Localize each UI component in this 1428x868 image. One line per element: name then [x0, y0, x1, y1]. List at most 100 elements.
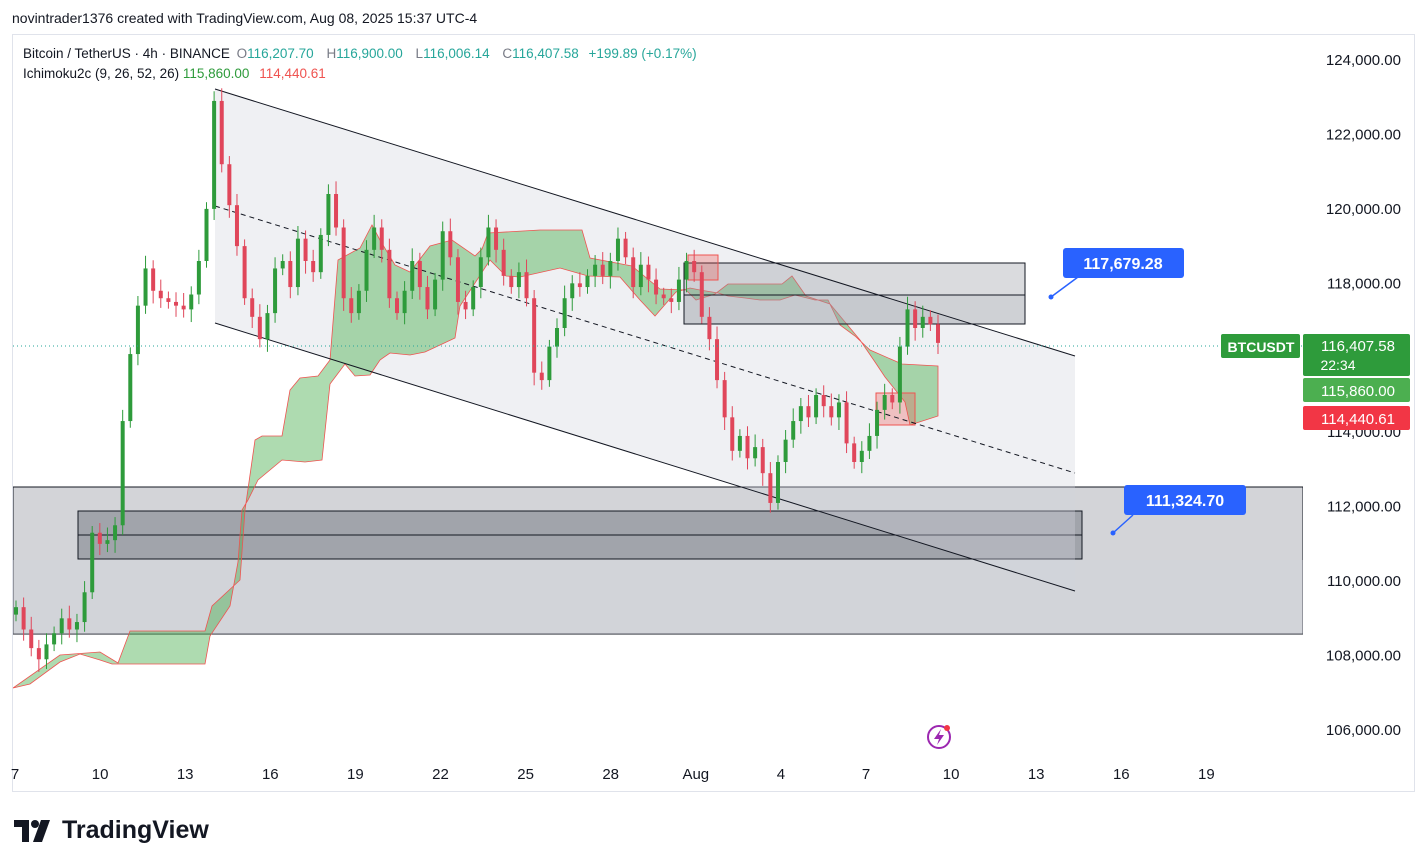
- candle-body[interactable]: [547, 346, 552, 381]
- candle-body[interactable]: [608, 261, 613, 276]
- candle-body[interactable]: [920, 316, 925, 328]
- candle-body[interactable]: [676, 279, 681, 302]
- candle-body[interactable]: [836, 402, 841, 418]
- candle-body[interactable]: [97, 532, 102, 544]
- candle-body[interactable]: [806, 406, 811, 418]
- demand-zone-mid[interactable]: [13, 560, 1303, 634]
- candle-body[interactable]: [334, 194, 339, 228]
- candle-body[interactable]: [684, 261, 689, 280]
- candle-body[interactable]: [821, 395, 826, 407]
- candle-body[interactable]: [753, 447, 758, 459]
- candle-body[interactable]: [257, 316, 262, 340]
- candle-body[interactable]: [349, 298, 354, 314]
- candle-body[interactable]: [562, 298, 567, 328]
- candle-body[interactable]: [936, 324, 940, 343]
- candle-body[interactable]: [74, 622, 79, 630]
- candle-body[interactable]: [897, 346, 902, 403]
- candle-body[interactable]: [882, 395, 887, 410]
- candle-body[interactable]: [219, 100, 224, 165]
- candle-body[interactable]: [737, 435, 742, 451]
- candle-body[interactable]: [623, 238, 628, 258]
- candle-body[interactable]: [905, 309, 910, 347]
- candle-body[interactable]: [600, 264, 605, 276]
- candle-body[interactable]: [798, 406, 803, 422]
- candle-body[interactable]: [151, 268, 156, 291]
- candle-body[interactable]: [775, 462, 780, 503]
- candle-body[interactable]: [471, 287, 476, 310]
- candle-body[interactable]: [638, 264, 643, 288]
- channel-upper-line[interactable]: [214, 88, 1076, 357]
- candle-body[interactable]: [913, 309, 918, 328]
- candle-body[interactable]: [303, 238, 308, 261]
- candle-body[interactable]: [852, 443, 857, 462]
- candle-body[interactable]: [661, 294, 666, 299]
- candle-body[interactable]: [730, 417, 735, 451]
- chart-frame[interactable]: [12, 34, 1415, 792]
- candle-body[interactable]: [394, 298, 399, 314]
- candle-body[interactable]: [844, 402, 849, 444]
- candle-body[interactable]: [867, 435, 872, 451]
- candle-body[interactable]: [158, 290, 163, 299]
- candle-body[interactable]: [654, 279, 659, 295]
- candle-body[interactable]: [478, 257, 483, 288]
- candle-body[interactable]: [242, 246, 247, 299]
- red-box-2[interactable]: [875, 392, 916, 426]
- candle-body[interactable]: [14, 607, 18, 615]
- candle-body[interactable]: [669, 298, 674, 302]
- candle-body[interactable]: [410, 261, 415, 291]
- candle-body[interactable]: [425, 287, 430, 310]
- candle-body[interactable]: [585, 275, 590, 288]
- candle-body[interactable]: [463, 301, 468, 310]
- candle-body[interactable]: [593, 264, 598, 276]
- candle-body[interactable]: [273, 268, 278, 314]
- candle-body[interactable]: [204, 208, 209, 261]
- candle-body[interactable]: [494, 227, 499, 250]
- candle-body[interactable]: [379, 227, 384, 250]
- candle-body[interactable]: [928, 316, 933, 325]
- candle-body[interactable]: [615, 238, 620, 261]
- candle-body[interactable]: [532, 298, 537, 373]
- candle-body[interactable]: [715, 339, 720, 381]
- candle-body[interactable]: [524, 272, 529, 299]
- candle-body[interactable]: [356, 290, 361, 314]
- candle-body[interactable]: [577, 283, 582, 288]
- candle-body[interactable]: [212, 100, 217, 209]
- candle-body[interactable]: [440, 231, 445, 280]
- candle-body[interactable]: [631, 257, 636, 288]
- lightning-icon[interactable]: [927, 725, 951, 749]
- candle-body[interactable]: [699, 272, 704, 317]
- candle-body[interactable]: [814, 395, 819, 418]
- candle-body[interactable]: [859, 450, 864, 462]
- candle-body[interactable]: [113, 525, 118, 541]
- candle-body[interactable]: [555, 328, 560, 347]
- candle-body[interactable]: [692, 261, 697, 273]
- candle-body[interactable]: [516, 272, 521, 288]
- channel-lower-line[interactable]: [214, 322, 1076, 592]
- candle-body[interactable]: [448, 231, 453, 258]
- candle-body[interactable]: [433, 279, 438, 310]
- candle-body[interactable]: [67, 618, 72, 630]
- candle-body[interactable]: [128, 354, 133, 422]
- candle-body[interactable]: [501, 249, 506, 276]
- candle-body[interactable]: [21, 607, 26, 630]
- candle-body[interactable]: [890, 395, 895, 403]
- candle-body[interactable]: [745, 435, 750, 459]
- candle-body[interactable]: [486, 227, 491, 258]
- candle-body[interactable]: [90, 532, 95, 593]
- candle-body[interactable]: [234, 205, 239, 247]
- annotation-callout-1[interactable]: 117,679.28: [1063, 248, 1184, 278]
- supply-zone-upper[interactable]: [683, 262, 1026, 296]
- candle-body[interactable]: [82, 592, 87, 623]
- candle-body[interactable]: [280, 261, 285, 269]
- candle-body[interactable]: [722, 380, 727, 418]
- candle-body[interactable]: [52, 633, 57, 645]
- candle-body[interactable]: [318, 234, 323, 273]
- candle-body[interactable]: [181, 305, 186, 310]
- candle-body[interactable]: [311, 261, 316, 273]
- candle-body[interactable]: [295, 238, 300, 288]
- candle-body[interactable]: [143, 268, 148, 306]
- candle-body[interactable]: [402, 290, 407, 314]
- candle-body[interactable]: [791, 421, 796, 440]
- candle-body[interactable]: [707, 316, 712, 340]
